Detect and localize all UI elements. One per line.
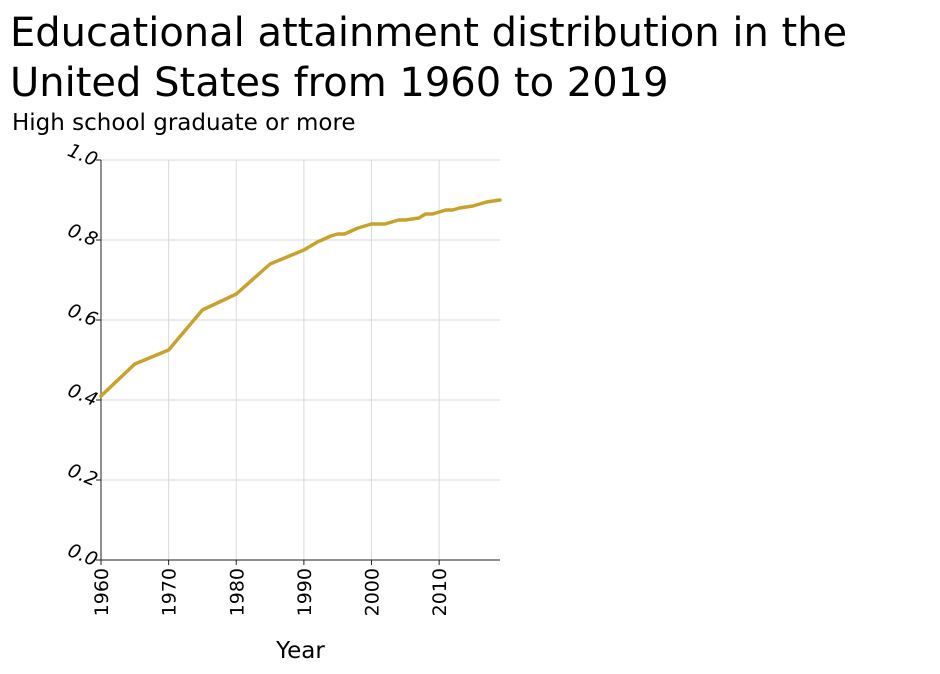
axes [100,160,500,561]
x-tick-label: 1980 [226,568,248,616]
y-axis-label: High school graduate or more [12,110,356,136]
x-tick-label: 2000 [362,568,384,616]
x-tick-label: 1970 [159,568,181,616]
grid [100,159,500,561]
x-axis-title: Year [275,638,325,664]
y-tick-label: 0.4 [64,379,100,411]
x-tick-label: 1960 [91,568,113,616]
series [99,198,502,398]
chart-title: Educational attainment distribution in t… [10,10,848,106]
series-line [99,198,502,398]
y-tick-label: 0.6 [64,299,100,331]
y-tick-label: 0.2 [64,459,100,491]
x-tick-label: 2010 [429,568,451,616]
y-tick-label: 0.8 [64,219,100,251]
y-tick-label: 0.0 [64,539,100,571]
y-tick-label: 1.0 [64,139,100,171]
x-tick-label: 1990 [294,568,316,616]
